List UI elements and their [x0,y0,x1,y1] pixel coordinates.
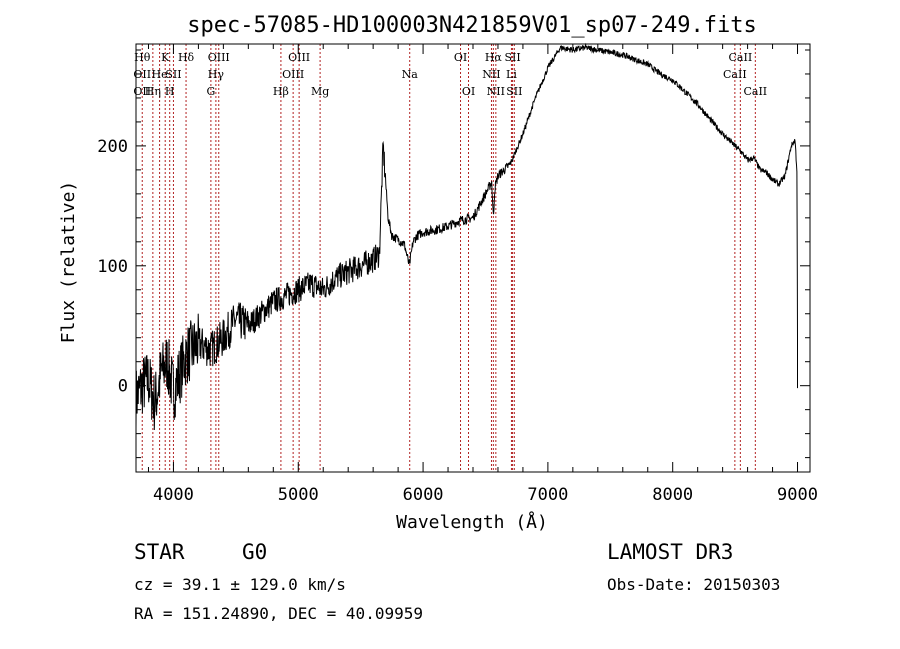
emission-line-label-6-0: Hδ [178,51,195,64]
emission-line-label-16-0: OI [462,85,475,98]
axis-ticks: 4000 5000 6000 7000 8000 9000 0 100 200 [97,44,818,505]
x-tick-label-7000: 7000 [527,485,568,505]
plot-frame [135,43,811,473]
emission-line-label-12-0: OIII [288,51,310,64]
object-subclass: G0 [242,540,268,564]
emission-line-label-19-0: NII [487,85,505,98]
chart-title: spec-57085-HD100003N421859V01_sp07-249.f… [187,13,757,38]
emission-line-label-9-0: OIII [208,51,230,64]
emission-line-markers [141,44,756,472]
emission-line-label-13-0: Mg [311,85,329,98]
x-tick-label-6000: 6000 [403,485,444,505]
emission-line-label-17-0: NII [482,68,500,81]
x-tick-label-8000: 8000 [652,485,693,505]
emission-line-label-0-2: OII [133,85,151,98]
emission-line-label-0-1: OII [133,68,151,81]
survey-name: LAMOST DR3 [607,540,734,564]
y-tick-label-200: 200 [97,137,128,157]
emission-line-label-7-0: G [206,85,215,98]
y-axis-label: Flux (relative) [58,181,79,344]
emission-line-label-0-0: Hθ [134,51,151,64]
emission-line-label-21-0: SII [504,51,520,64]
y-tick-label-100: 100 [97,257,128,277]
emission-line-label-8-0: Hγ [208,68,225,81]
redshift-text: cz = 39.1 ± 129.0 km/s [134,575,346,594]
emission-line-label-2-0: He [152,68,168,81]
emission-line-label-5-0: SII [165,68,181,81]
emission-line-label-1-0: Hη [145,85,161,98]
y-tick-label-0: 0 [118,377,128,397]
emission-line-label-10-0: Hβ [273,85,289,98]
emission-line-label-15-0: OI [454,51,467,64]
emission-line-label-4-0: H [165,85,175,98]
flux-series-line [135,42,798,431]
emission-line-label-23-0: CaII [723,68,747,81]
emission-line-label-14-0: Na [402,68,419,81]
coordinates-text: RA = 151.24890, DEC = 40.09959 [134,604,423,623]
x-tick-label-4000: 4000 [153,485,194,505]
x-tick-label-9000: 9000 [777,485,818,505]
emission-line-label-24-0: CaII [729,51,753,64]
x-tick-label-5000: 5000 [278,485,319,505]
emission-line-label-11-0: OIII [282,68,304,81]
emission-line-label-22-0: SII [506,85,522,98]
emission-line-labels: HθOIIOIIHηHeKHSIIHδGHγOIIIHβOIIIOIIIMgNa… [133,51,767,98]
emission-line-label-25-0: CaII [743,85,767,98]
x-axis-label: Wavelength (Å) [396,511,548,533]
emission-line-label-18-0: Hα [485,51,503,64]
emission-line-label-20-0: Li [506,68,517,81]
object-class: STAR [134,540,185,564]
obs-date: Obs-Date: 20150303 [607,575,781,594]
emission-line-label-3-0: K [161,51,170,64]
